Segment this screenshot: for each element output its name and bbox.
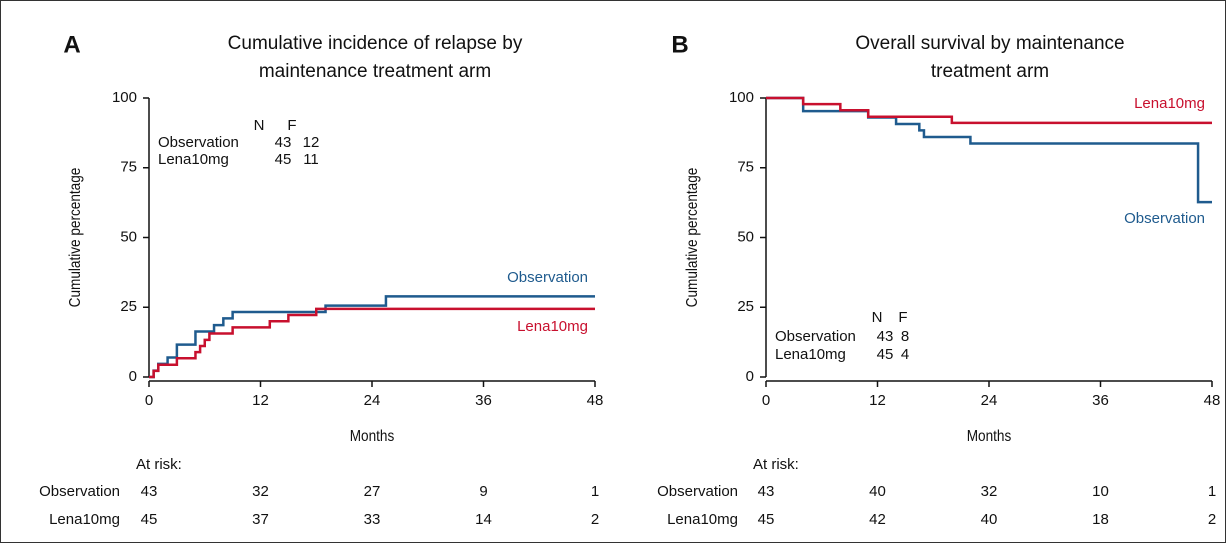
summary-value: 45 <box>275 151 292 168</box>
at-risk-value: 1 <box>1208 483 1216 500</box>
y-tick-label: 75 <box>737 159 754 176</box>
chart-title: maintenance treatment arm <box>259 61 491 82</box>
at-risk-value: 2 <box>591 511 599 528</box>
x-axis-title: Months <box>350 428 395 445</box>
at-risk-value: 33 <box>364 511 381 528</box>
at-risk-value: 40 <box>869 483 886 500</box>
step-line <box>766 96 1212 204</box>
at-risk-value: 32 <box>252 483 269 500</box>
summary-header: N <box>254 117 265 134</box>
at-risk-value: 42 <box>869 511 886 528</box>
summary-row-name: Observation <box>775 328 856 345</box>
y-tick-label: 0 <box>746 368 754 385</box>
at-risk-value: 32 <box>981 483 998 500</box>
summary-header: N <box>872 309 883 326</box>
series-label: Observation <box>507 269 588 286</box>
at-risk-row-name: Observation <box>657 483 738 500</box>
x-tick-label: 48 <box>1204 392 1221 409</box>
at-risk-row-name: Observation <box>39 483 120 500</box>
summary-row-name: Lena10mg <box>775 346 846 363</box>
at-risk-value: 9 <box>479 483 487 500</box>
at-risk-row-name: Lena10mg <box>49 511 120 528</box>
summary-value: 11 <box>303 151 319 168</box>
summary-value: 4 <box>901 346 909 363</box>
series-label: Observation <box>1124 210 1205 227</box>
step-line <box>149 307 595 379</box>
x-tick-label: 24 <box>981 392 998 409</box>
summary-row-name: Lena10mg <box>158 151 229 168</box>
chart-title: treatment arm <box>931 61 1049 82</box>
x-tick-label: 48 <box>587 392 604 409</box>
at-risk-value: 40 <box>981 511 998 528</box>
x-tick-label: 12 <box>252 392 269 409</box>
at-risk-value: 1 <box>591 483 599 500</box>
at-risk-value: 37 <box>252 511 269 528</box>
summary-value: 45 <box>877 346 894 363</box>
y-tick-label: 25 <box>737 298 754 315</box>
x-tick-label: 0 <box>145 392 153 409</box>
at-risk-value: 45 <box>758 511 775 528</box>
y-tick-label: 75 <box>120 159 137 176</box>
summary-header: F <box>898 309 907 326</box>
y-tick-label: 100 <box>729 89 754 106</box>
x-tick-label: 12 <box>869 392 886 409</box>
chart-title: Overall survival by maintenance <box>855 33 1124 54</box>
summary-value: 43 <box>877 328 894 345</box>
y-tick-label: 50 <box>737 228 754 245</box>
at-risk-row-name: Lena10mg <box>667 511 738 528</box>
step-line <box>766 96 1212 125</box>
panel-label: A <box>63 31 80 58</box>
summary-value: 12 <box>303 134 320 151</box>
y-tick-label: 50 <box>120 228 137 245</box>
at-risk-value: 43 <box>758 483 775 500</box>
at-risk-value: 14 <box>475 511 492 528</box>
y-axis-title: Cumulative percentage <box>67 168 84 308</box>
at-risk-value: 43 <box>141 483 158 500</box>
summary-header: F <box>287 117 296 134</box>
at-risk-label: At risk: <box>136 456 182 473</box>
summary-value: 43 <box>275 134 292 151</box>
series-label: Lena10mg <box>1134 95 1205 112</box>
at-risk-value: 10 <box>1092 483 1109 500</box>
summary-value: 8 <box>901 328 909 345</box>
at-risk-value: 2 <box>1208 511 1216 528</box>
at-risk-value: 18 <box>1092 511 1109 528</box>
series-label: Lena10mg <box>517 318 588 335</box>
x-tick-label: 24 <box>364 392 381 409</box>
chart-title: Cumulative incidence of relapse by <box>228 33 523 54</box>
x-tick-label: 36 <box>475 392 492 409</box>
panel-label: B <box>671 31 688 58</box>
y-tick-label: 100 <box>112 89 137 106</box>
at-risk-value: 45 <box>141 511 158 528</box>
y-tick-label: 0 <box>129 368 137 385</box>
at-risk-label: At risk: <box>753 456 799 473</box>
y-axis-title: Cumulative percentage <box>684 168 701 308</box>
summary-row-name: Observation <box>158 134 239 151</box>
x-axis-title: Months <box>967 428 1012 445</box>
y-tick-label: 25 <box>120 298 137 315</box>
x-tick-label: 0 <box>762 392 770 409</box>
x-tick-label: 36 <box>1092 392 1109 409</box>
at-risk-value: 27 <box>364 483 381 500</box>
